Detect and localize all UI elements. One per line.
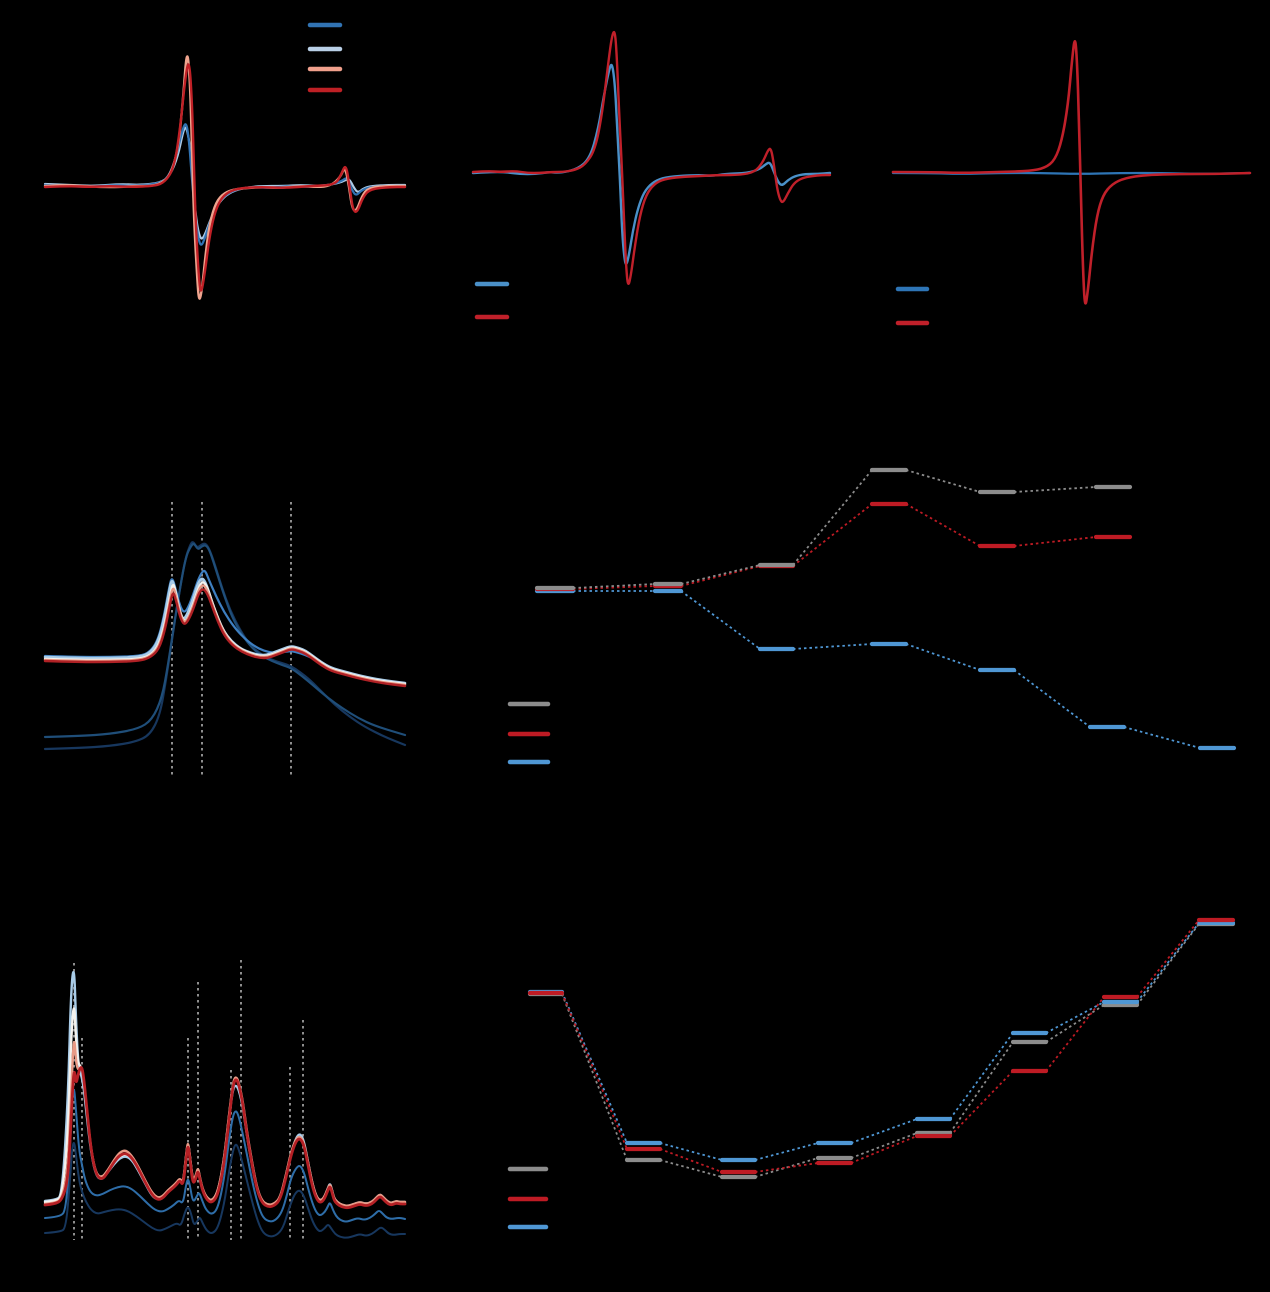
panel-g-connector-red-steps-6	[1045, 996, 1105, 1072]
panel-e-connector-red-steps-4	[905, 503, 981, 547]
panel-g-connector-blue-steps-5	[949, 1032, 1014, 1120]
panel-c	[891, 39, 1252, 326]
panel-a-legend	[307, 22, 343, 93]
panel-c-curve-red	[891, 39, 1252, 305]
panel-g-connector-gray-steps-7	[1136, 923, 1200, 1006]
panel-e-connector-blue-steps-3	[792, 643, 873, 650]
panel-g-connector-red-steps-7	[1136, 919, 1200, 998]
panel-e-connector-blue-steps-2	[680, 590, 761, 650]
panel-g-connector-gray-steps-5	[949, 1041, 1014, 1134]
panel-e-connector-red-steps-3	[792, 503, 873, 567]
panel-c-legend	[895, 286, 930, 326]
panel-g-connector-blue-steps-6	[1045, 1001, 1105, 1034]
panel-e-connector-gray-steps-5	[1013, 486, 1097, 493]
panel-a	[43, 22, 407, 300]
panel-d-curve-dark-red	[43, 588, 407, 688]
panel-g-connector-red-steps-2	[659, 1148, 723, 1173]
panel-g-connector-blue-steps-7	[1136, 922, 1200, 1003]
panel-b-curve-blue	[471, 63, 832, 266]
panel-g-connector-blue-steps-2	[659, 1142, 723, 1161]
panel-f	[43, 960, 407, 1240]
panel-a-curve-crimson	[43, 63, 407, 292]
panel-g-connector-gray-steps-3	[754, 1157, 819, 1178]
panel-g	[507, 917, 1236, 1230]
panel-d-curve-medium-blue	[43, 542, 407, 739]
panel-g-connector-red-steps-3	[754, 1162, 819, 1173]
panel-a-curve-pale-blue	[43, 126, 407, 240]
panel-g-connector-gray-steps-6	[1045, 1004, 1105, 1043]
panel-e-connector-red-steps-5	[1013, 536, 1097, 547]
panel-b	[471, 30, 832, 320]
panel-f-curve-medium-blue	[44, 1088, 406, 1223]
panel-e-connector-blue-steps-6	[1123, 726, 1201, 749]
panel-e	[507, 467, 1237, 765]
panel-b-legend	[474, 281, 510, 320]
panel-g-connector-blue-steps-4	[850, 1118, 918, 1144]
panel-e-connector-red-steps-1	[572, 585, 656, 590]
panel-g-connector-red-steps-1	[561, 992, 628, 1150]
panel-e-legend	[507, 701, 551, 765]
panel-f-curve-dark-red	[43, 1066, 407, 1210]
panel-g-connector-red-steps-4	[850, 1135, 918, 1164]
panel-f-curve-salmon	[43, 1041, 407, 1207]
panel-g-connector-red-steps-5	[949, 1070, 1014, 1137]
panel-e-connector-blue-steps-4	[905, 643, 981, 671]
panel-g-connector-gray-steps-1	[561, 993, 628, 1161]
panel-e-connector-gray-steps-2	[680, 564, 761, 585]
panel-g-legend	[507, 1166, 549, 1230]
panel-e-connector-gray-steps-4	[905, 469, 981, 493]
panel-g-connector-blue-steps-3	[754, 1142, 819, 1161]
panel-e-connector-gray-steps-1	[572, 583, 656, 589]
panel-d-curve-steel-blue	[43, 569, 407, 686]
panel-e-connector-gray-steps-3	[792, 469, 873, 566]
panel-f-curve-navy	[44, 1142, 406, 1239]
panel-a-curve-salmon	[43, 55, 407, 300]
panel-g-connector-gray-steps-4	[850, 1132, 918, 1159]
panel-e-connector-blue-steps-5	[1013, 669, 1091, 728]
panel-e-connector-red-steps-2	[680, 565, 761, 587]
panel-d	[43, 502, 407, 775]
panel-d-curve-navy	[43, 541, 407, 751]
panel-b-curve-red	[471, 30, 832, 286]
